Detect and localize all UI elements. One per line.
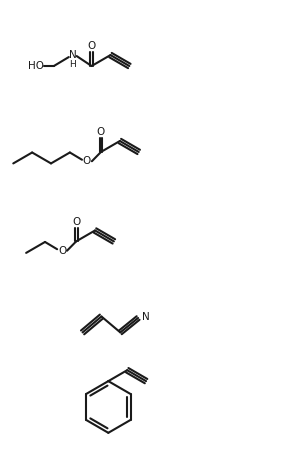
Text: N: N — [69, 50, 77, 60]
Text: O: O — [58, 246, 66, 256]
Text: O: O — [87, 42, 96, 51]
Text: O: O — [97, 127, 105, 137]
Text: HO: HO — [28, 61, 44, 71]
Text: H: H — [69, 59, 76, 68]
Text: O: O — [83, 156, 91, 166]
Text: N: N — [142, 312, 150, 322]
Text: O: O — [72, 217, 80, 227]
